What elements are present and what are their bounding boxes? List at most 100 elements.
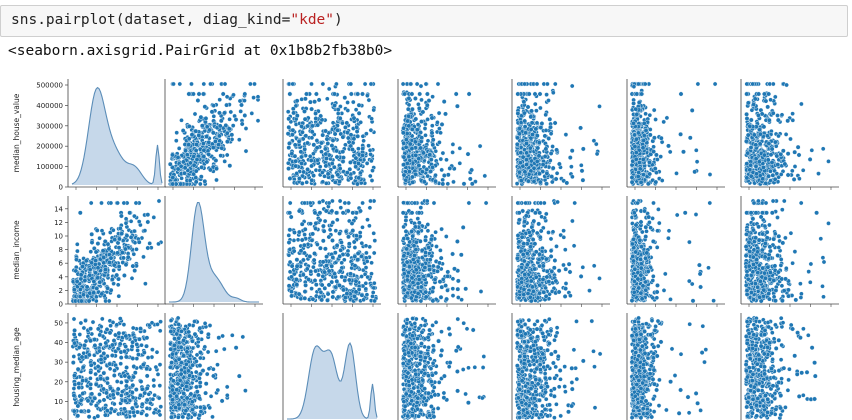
scatter-point	[197, 181, 203, 187]
scatter-point	[101, 254, 107, 260]
scatter-point	[465, 151, 471, 157]
scatter-point	[237, 98, 243, 104]
scatter-point	[418, 284, 424, 290]
scatter-point	[337, 116, 343, 121]
scatter-point	[335, 127, 341, 133]
scatter-point	[774, 171, 780, 176]
scatter-point	[661, 288, 667, 293]
scatter-point	[313, 220, 319, 226]
scatter-point	[533, 249, 539, 255]
scatter-point	[450, 150, 455, 155]
scatter-point	[563, 266, 569, 272]
scatter-point	[296, 176, 302, 181]
scatter-point	[440, 177, 446, 183]
scatter-point	[344, 170, 350, 176]
scatter-point	[461, 181, 467, 187]
scatter-point	[366, 97, 372, 103]
scatter-point	[409, 174, 415, 180]
scatter-point	[744, 138, 749, 144]
scatter-point	[323, 163, 329, 169]
scatter-point	[193, 179, 199, 185]
scatter-point	[785, 118, 791, 124]
scatter-point	[129, 275, 135, 281]
scatter-point	[534, 81, 540, 87]
scatter-point	[428, 157, 434, 163]
scatter-point	[366, 143, 371, 148]
scatter-point	[228, 109, 234, 115]
scatter-point	[100, 248, 106, 254]
scatter-point	[687, 135, 693, 141]
code-text[interactable]: sns.pairplot(dataset, diag_kind="kde")	[11, 12, 343, 28]
scatter-point	[224, 94, 230, 100]
scatter-point	[74, 279, 80, 284]
scatter-point	[344, 291, 350, 296]
scatter-point	[423, 294, 429, 300]
scatter-point	[531, 288, 536, 294]
scatter-point	[191, 162, 197, 168]
scatter-point	[371, 107, 377, 113]
scatter-point	[403, 217, 409, 223]
scatter-point	[323, 128, 328, 134]
scatter-point	[83, 258, 89, 264]
scatter-point	[243, 148, 249, 154]
y-tick: 0	[59, 184, 68, 192]
y-tick: 20	[54, 378, 68, 386]
scatter-point	[765, 157, 771, 163]
scatter-point	[311, 264, 316, 270]
scatter-point	[210, 145, 216, 151]
y-tick: 8	[59, 246, 68, 254]
scatter-point	[322, 269, 327, 275]
code-cell-input[interactable]: sns.pairplot(dataset, diag_kind="kde")	[0, 5, 848, 37]
scatter-point	[308, 158, 314, 163]
scatter-point	[402, 91, 408, 97]
scatter-point	[311, 173, 316, 179]
scatter-point	[413, 116, 419, 122]
scatter-point	[597, 104, 602, 109]
row-axis-label: housing_median_age	[12, 327, 21, 407]
scatter-point	[406, 113, 412, 119]
scatter-point	[351, 115, 357, 121]
scatter-point	[325, 291, 331, 297]
scatter-point	[176, 146, 182, 151]
scatter-point	[360, 133, 366, 139]
scatter-point	[534, 230, 540, 236]
scatter-point	[579, 162, 584, 168]
scatter-point	[633, 156, 639, 162]
scatter-point	[290, 127, 296, 133]
scatter-point	[335, 111, 341, 116]
scatter-point	[249, 111, 255, 116]
scatter-point	[302, 289, 308, 294]
scatter-point	[116, 293, 122, 299]
scatter-point	[756, 91, 762, 97]
scatter-point	[441, 173, 447, 178]
scatter-point	[209, 109, 215, 115]
scatter-point	[753, 163, 759, 169]
scatter-point	[419, 135, 425, 141]
scatter-point	[143, 281, 148, 287]
scatter-point	[538, 105, 543, 111]
panel-r0-c2	[282, 79, 381, 190]
scatter-point	[337, 282, 342, 288]
scatter-point	[406, 264, 412, 270]
scatter-point	[127, 210, 133, 216]
scatter-point	[433, 229, 438, 235]
scatter-point	[242, 91, 248, 97]
scatter-point	[294, 113, 300, 119]
scatter-point	[71, 287, 77, 293]
scatter-point	[333, 228, 339, 233]
scatter-point	[580, 177, 586, 183]
scatter-point	[664, 115, 670, 121]
scatter-point	[289, 289, 294, 294]
scatter-point	[364, 259, 370, 264]
scatter-point	[106, 298, 112, 304]
scatter-point	[151, 215, 157, 220]
scatter-point	[293, 163, 299, 169]
scatter-point	[365, 274, 371, 280]
scatter-point	[285, 109, 291, 114]
scatter-point	[768, 152, 774, 158]
scatter-point	[406, 95, 412, 101]
scatter-point	[800, 167, 806, 173]
scatter-point	[201, 81, 207, 87]
scatter-point	[414, 81, 420, 87]
scatter-point	[416, 105, 422, 111]
